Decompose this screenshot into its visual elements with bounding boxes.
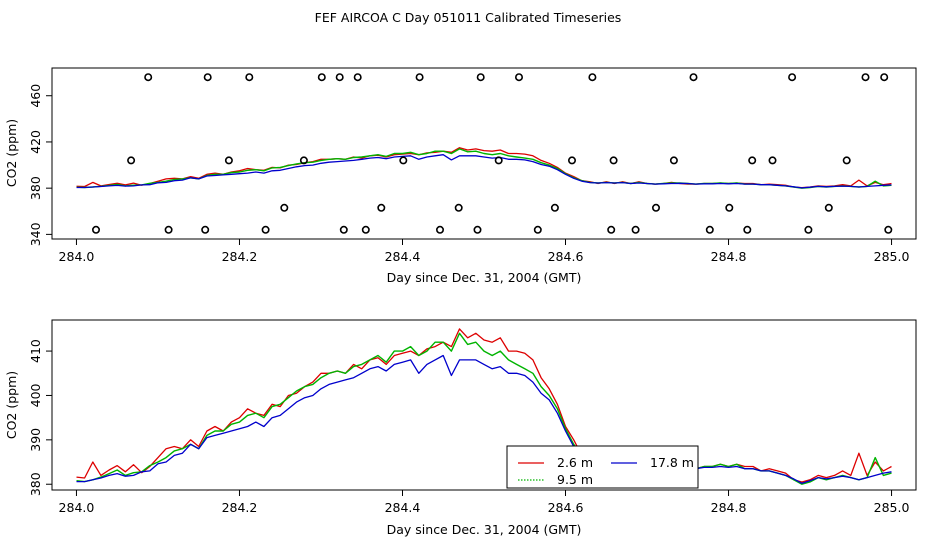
calibration-point xyxy=(768,156,777,165)
calibration-point xyxy=(454,203,463,212)
calibration-point xyxy=(669,156,678,165)
calibration-point xyxy=(299,156,308,165)
bottom-series-lines xyxy=(76,328,892,485)
calibration-point xyxy=(261,225,270,234)
x-tick-label: 284.8 xyxy=(711,500,747,515)
x-tick-label: 284.4 xyxy=(385,249,421,264)
calibration-point xyxy=(607,225,616,234)
calibration-point xyxy=(880,73,889,82)
calibration-point xyxy=(473,225,482,234)
calibration-point xyxy=(533,225,542,234)
bottom-x-axis-title: Day since Dec. 31, 2004 (GMT) xyxy=(387,522,582,537)
calibration-point xyxy=(435,225,444,234)
calibration-point xyxy=(824,203,833,212)
legend-label-9-5m: 9.5 m xyxy=(557,472,593,487)
calibration-point xyxy=(144,73,153,82)
top-y-axis: 340 380 420 460 xyxy=(28,84,52,246)
calibration-point xyxy=(725,203,734,212)
legend-box xyxy=(506,445,699,489)
calibration-point xyxy=(224,156,233,165)
x-tick-label: 284.2 xyxy=(222,249,258,264)
calibration-point xyxy=(748,156,757,165)
calibration-point xyxy=(494,156,503,165)
calibration-point xyxy=(245,73,254,82)
x-tick-label: 284.0 xyxy=(59,249,95,264)
calibration-point xyxy=(609,156,618,165)
calibration-point xyxy=(339,225,348,234)
x-tick-label: 285.0 xyxy=(874,500,910,515)
calibration-point xyxy=(651,203,660,212)
y-tick-label: 390 xyxy=(28,428,43,452)
calibration-point xyxy=(415,73,424,82)
calibration-point xyxy=(884,225,893,234)
bottom-y-axis: 380 390 400 410 xyxy=(28,339,52,496)
calibration-point xyxy=(203,73,212,82)
calibration-point xyxy=(335,73,344,82)
x-tick-label: 285.0 xyxy=(874,249,910,264)
x-tick-label: 284.6 xyxy=(548,249,584,264)
calibration-point xyxy=(788,73,797,82)
bottom-panel: 284.0 284.2 284.4 284.6 284.8 285.0 380 390 400… xyxy=(4,319,917,537)
calibration-point xyxy=(353,73,362,82)
calibration-point xyxy=(861,73,870,82)
y-tick-label: 410 xyxy=(28,339,43,363)
calibration-point xyxy=(164,225,173,234)
top-x-axis-title: Day since Dec. 31, 2004 (GMT) xyxy=(387,270,582,285)
series-line-2-6-m xyxy=(76,328,892,483)
top-series-lines xyxy=(76,147,892,189)
calibration-point xyxy=(127,156,136,165)
calibration-point xyxy=(280,203,289,212)
legend-label-17-8m: 17.8 m xyxy=(650,455,694,470)
legend: 2.6 m 9.5 m 17.8 m xyxy=(506,445,699,489)
top-y-axis-title: CO2 (ppm) xyxy=(4,119,19,187)
calibration-point xyxy=(377,203,386,212)
y-tick-label: 340 xyxy=(28,222,43,246)
calibration-point xyxy=(588,73,597,82)
y-tick-label: 400 xyxy=(28,383,43,407)
series-line-17-8-m xyxy=(76,154,892,189)
legend-label-2-6m: 2.6 m xyxy=(557,455,593,470)
bottom-y-axis-title: CO2 (ppm) xyxy=(4,371,19,439)
calibration-point xyxy=(361,225,370,234)
calibration-point xyxy=(842,156,851,165)
calibration-point xyxy=(514,73,523,82)
series-line-17-8-m xyxy=(76,354,892,484)
bottom-plot-frame xyxy=(51,319,917,491)
calibration-point xyxy=(743,225,752,234)
calibration-point xyxy=(567,156,576,165)
calibration-point xyxy=(631,225,640,234)
calibration-point xyxy=(550,203,559,212)
calibration-point xyxy=(92,225,101,234)
x-tick-label: 284.8 xyxy=(711,249,747,264)
figure-title: FEF AIRCOA C Day 051011 Calibrated Times… xyxy=(315,10,622,25)
x-tick-label: 284.2 xyxy=(222,500,258,515)
calibration-point xyxy=(689,73,698,82)
bottom-x-axis: 284.0 284.2 284.4 284.6 284.8 285.0 xyxy=(59,490,910,515)
top-x-axis: 284.0 284.2 284.4 284.6 284.8 285.0 xyxy=(59,239,910,264)
calibration-point xyxy=(317,73,326,82)
series-line-9-5-m xyxy=(76,148,892,189)
top-plot-frame xyxy=(51,67,917,240)
x-tick-label: 284.6 xyxy=(548,500,584,515)
y-tick-label: 380 xyxy=(28,472,43,496)
calibration-point xyxy=(201,225,210,234)
calibration-point xyxy=(804,225,813,234)
calibration-point xyxy=(476,73,485,82)
calibration-point xyxy=(399,156,408,165)
calibration-point xyxy=(705,225,714,234)
top-calibration-points xyxy=(92,73,893,234)
y-tick-label: 460 xyxy=(28,84,43,108)
y-tick-label: 420 xyxy=(28,130,43,154)
y-tick-label: 380 xyxy=(28,176,43,200)
top-panel: 284.0 284.2 284.4 284.6 284.8 285.0 340 380 420… xyxy=(4,67,917,285)
x-tick-label: 284.4 xyxy=(385,500,421,515)
series-line-9-5-m xyxy=(76,332,892,485)
x-tick-label: 284.0 xyxy=(59,500,95,515)
